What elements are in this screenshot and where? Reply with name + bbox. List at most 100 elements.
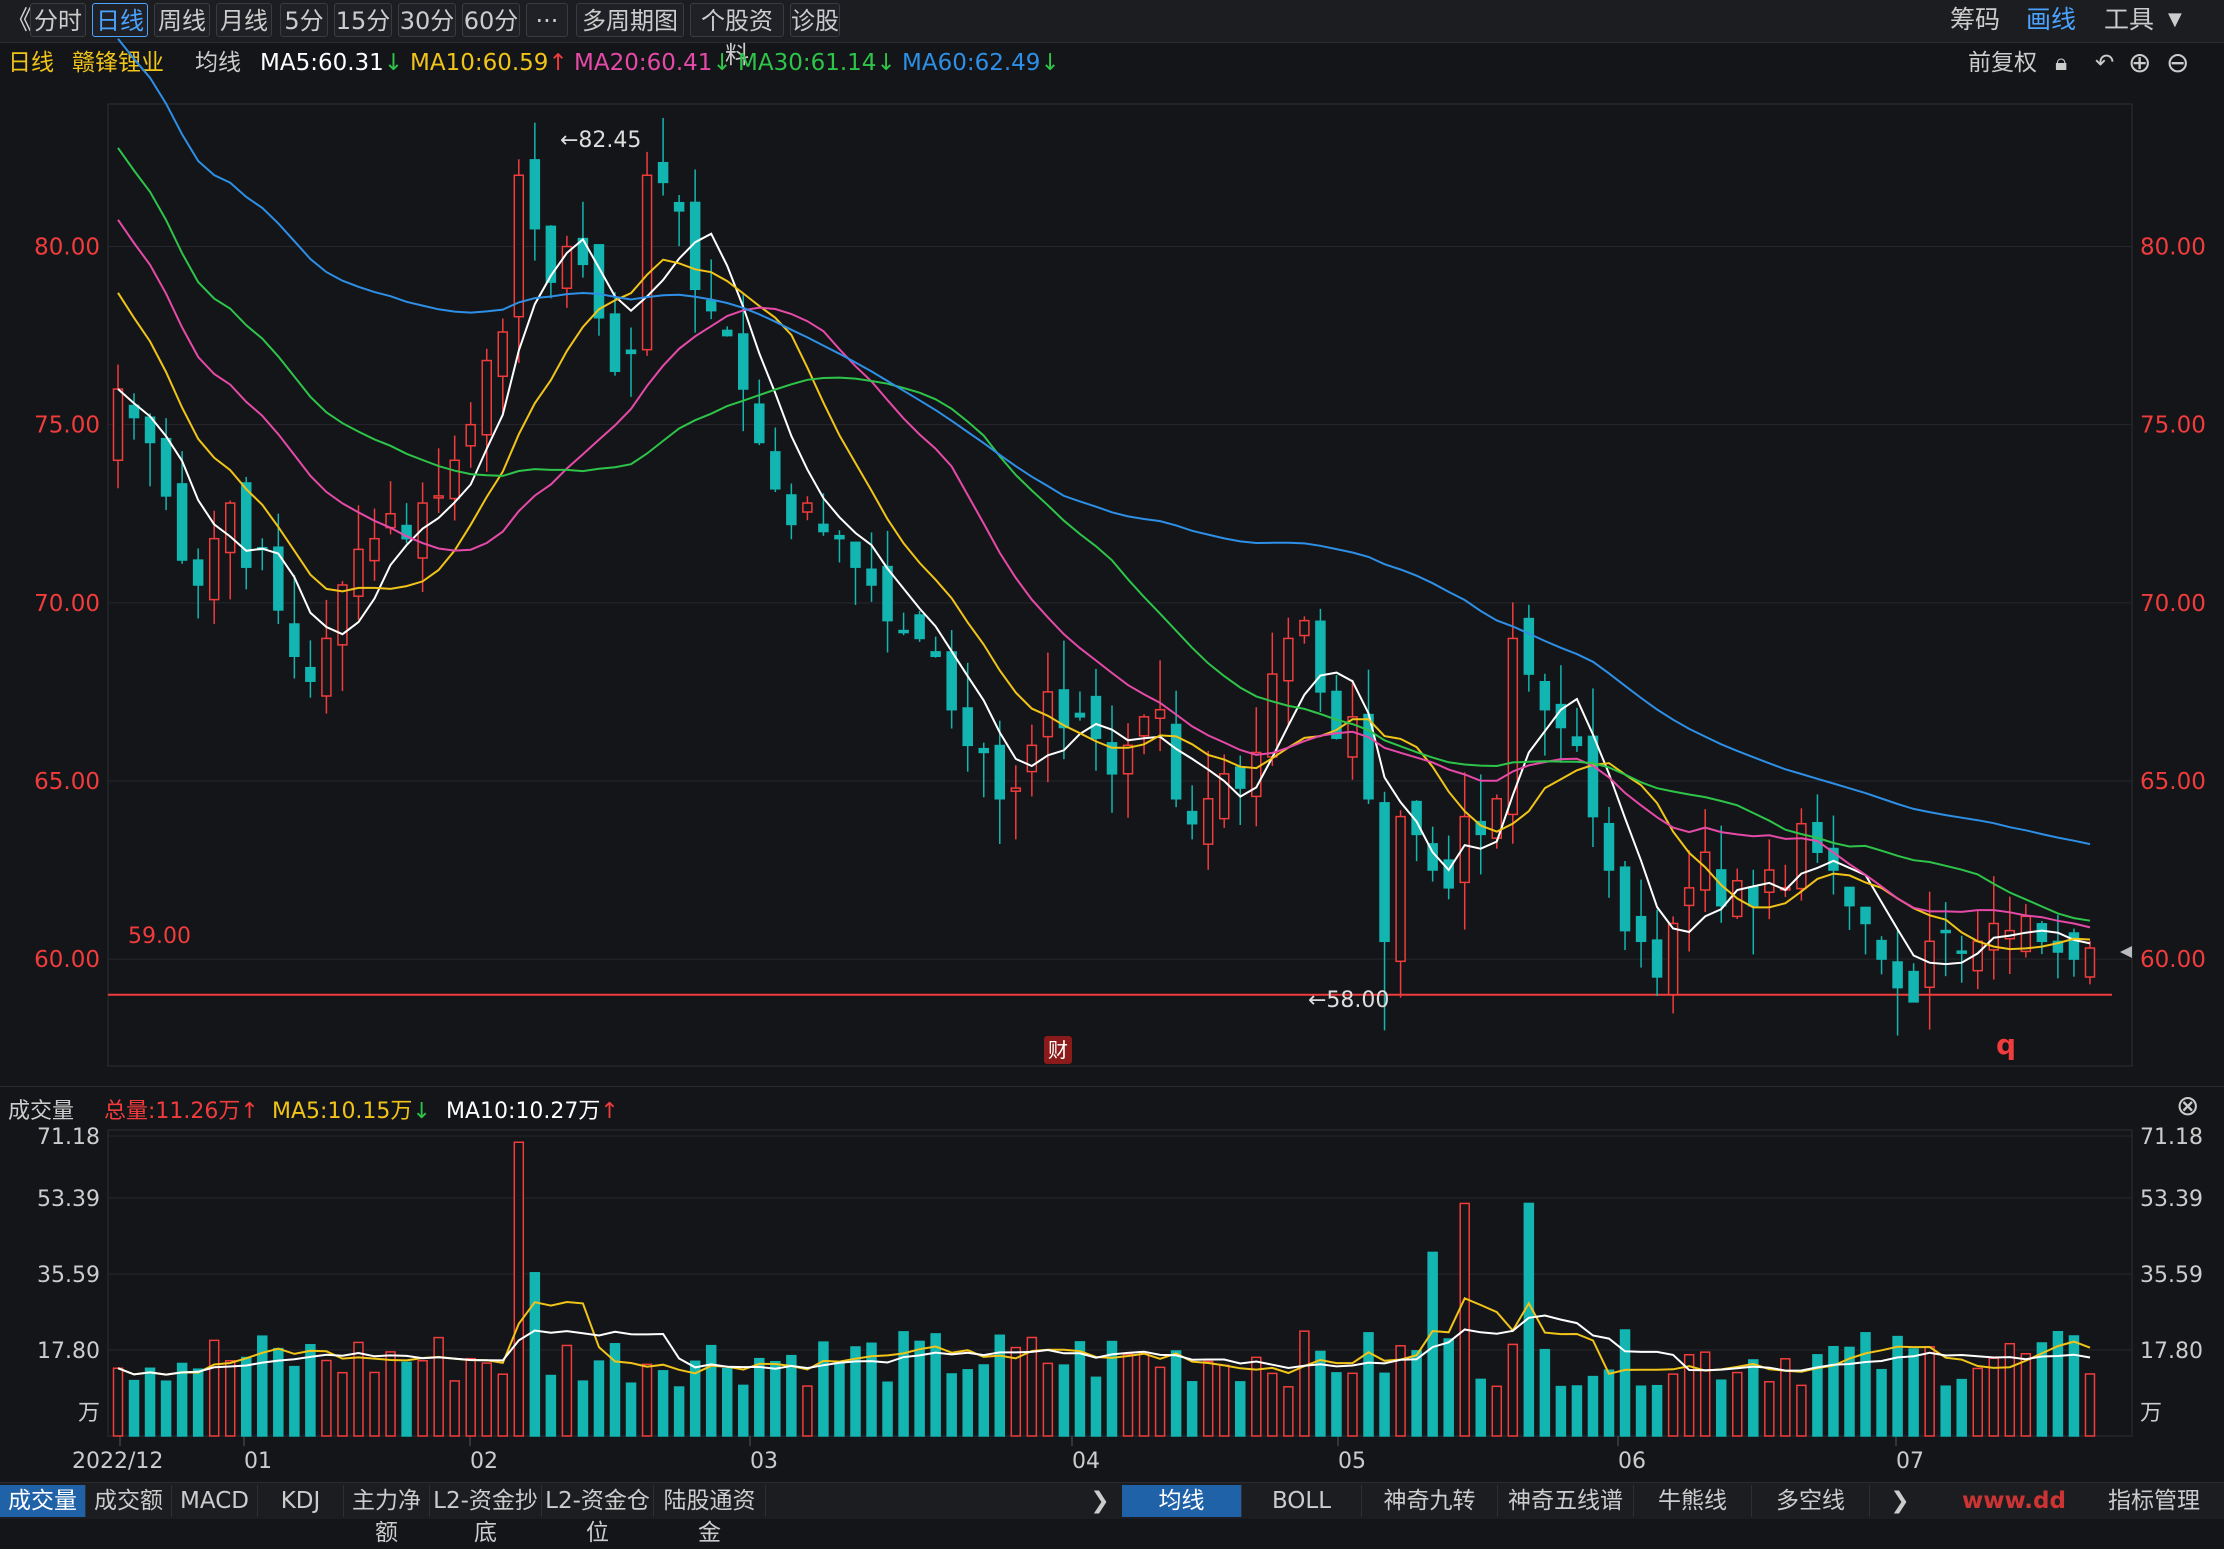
- volume-bar: [1315, 1350, 1326, 1437]
- candle-body: [994, 744, 1006, 800]
- indicator-tab-0[interactable]: 成交量: [0, 1485, 86, 1517]
- indicator-tab-5[interactable]: L2-资金抄底: [430, 1485, 542, 1546]
- avg-label[interactable]: 均线: [195, 50, 241, 76]
- volume-bar: [112, 1367, 124, 1437]
- indicator-tab-6[interactable]: L2-资金仓位: [542, 1485, 654, 1546]
- candle-body: [561, 245, 573, 289]
- collapse-icon[interactable]: 《: [6, 6, 33, 36]
- overlay-tab-1[interactable]: BOLL: [1242, 1485, 1362, 1517]
- tools-dropdown-icon[interactable]: ▼: [2168, 9, 2182, 30]
- volume-bar: [465, 1357, 476, 1437]
- period-toolbar: 《 分时 日线 周线 月线 5分 15分 30分 60分 ··· 多周期图 个股资料 诊股 筹码 画线…: [0, 0, 2224, 69]
- overlay-tab-2[interactable]: 神奇九转: [1362, 1485, 1498, 1517]
- tab-11[interactable]: 诊股: [790, 3, 840, 37]
- chip-button[interactable]: 筹码: [1950, 5, 2001, 34]
- volume-bar: [1651, 1384, 1663, 1437]
- volume-bar: [1010, 1346, 1022, 1437]
- volume-tick-right-3: 17.80: [2140, 1339, 2203, 1364]
- tab-9[interactable]: 多周期图: [576, 3, 684, 37]
- overlay-tab-5[interactable]: 多空线: [1752, 1485, 1870, 1517]
- tab-6[interactable]: 30分: [398, 3, 456, 37]
- volume-bar: [1395, 1345, 1406, 1437]
- overlay-tab-4[interactable]: 牛熊线: [1634, 1485, 1752, 1517]
- tab-1[interactable]: 日线: [92, 3, 148, 37]
- indicator-tab-7[interactable]: 陆股通资金: [654, 1485, 766, 1546]
- q-marker[interactable]: q: [1996, 1028, 2017, 1061]
- tab-4[interactable]: 5分: [280, 3, 328, 37]
- volume-bar: [1235, 1381, 1246, 1437]
- tab-2[interactable]: 周线: [154, 3, 210, 37]
- lock-icon[interactable]: 🔒︎: [2055, 50, 2068, 76]
- tabs-left-arrow-icon[interactable]: ❯: [1090, 1488, 1110, 1514]
- undo-icon[interactable]: ↶: [2095, 50, 2115, 76]
- indicator-tab-4[interactable]: 主力净额: [344, 1485, 430, 1546]
- volume-bar: [1347, 1372, 1358, 1437]
- volume-bar: [994, 1334, 1006, 1437]
- volume-bar: [1411, 1350, 1422, 1437]
- kline-chart[interactable]: 80.00 80.00 75.00 75.00 70.00 70.00 65.00 65.00…: [0, 0, 2224, 1482]
- draw-button[interactable]: 画线: [2026, 5, 2077, 34]
- candle-body: [721, 329, 733, 337]
- volume-bar: [577, 1380, 589, 1437]
- candle-body: [593, 244, 605, 319]
- candle-body: [417, 502, 428, 559]
- volume-tick-left-4: 万: [78, 1401, 100, 1426]
- volume-label[interactable]: 成交量: [8, 1099, 75, 1124]
- zoom-out-icon[interactable]: ⊖: [2166, 46, 2190, 79]
- volume-bar: [1555, 1385, 1567, 1437]
- volume-bar: [1924, 1346, 1935, 1437]
- candle-body: [609, 313, 621, 372]
- volume-bar: [289, 1365, 300, 1437]
- candle-body: [1764, 869, 1775, 893]
- volume-bar: [1331, 1372, 1342, 1437]
- candle-body: [1106, 742, 1118, 775]
- volume-bar: [1042, 1362, 1054, 1437]
- indicator-tab-1[interactable]: 成交额: [86, 1485, 172, 1517]
- tab-5[interactable]: 15分: [334, 3, 392, 37]
- ma20-value: MA20:60.41↓: [574, 50, 732, 76]
- candle-body: [2068, 932, 2080, 960]
- tools-button[interactable]: 工具: [2104, 5, 2155, 34]
- tabs-right-arrow-icon[interactable]: ❯: [1890, 1488, 1910, 1514]
- volume-bar: [930, 1333, 941, 1437]
- volume-bar: [1571, 1385, 1583, 1437]
- candle-body: [1651, 939, 1663, 978]
- candle-body: [481, 359, 492, 436]
- volume-bar: [1972, 1367, 1983, 1437]
- candle-body: [850, 541, 861, 568]
- indicator-tab-2[interactable]: MACD: [172, 1485, 258, 1517]
- candle-body: [1235, 766, 1246, 789]
- volume-ma5: MA5:10.15万↓: [272, 1099, 431, 1124]
- candle-body: [1619, 866, 1631, 932]
- volume-bar: [1218, 1364, 1230, 1437]
- volume-bar: [561, 1344, 573, 1437]
- volume-bar: [1427, 1251, 1438, 1437]
- candle-body: [1218, 773, 1230, 820]
- indicator-manage-button[interactable]: 指标管理: [2108, 1488, 2200, 1514]
- close-volume-icon[interactable]: ⊗: [2176, 1089, 2200, 1122]
- price-tick-left-0: 80.00: [34, 235, 100, 261]
- ma-info-bar: 日线 赣锋锂业 均线 MA5:60.31↓ MA10:60.59↑ MA20:6…: [0, 44, 2224, 82]
- candle-body: [946, 651, 957, 711]
- volume-bar: [2052, 1330, 2064, 1437]
- zoom-in-icon[interactable]: ⊕: [2128, 46, 2152, 79]
- overlay-tab-3[interactable]: 神奇五线谱: [1498, 1485, 1634, 1517]
- finance-badge[interactable]: 财: [1044, 1036, 1072, 1064]
- tab-0[interactable]: 分时: [30, 3, 86, 37]
- candle-body: [545, 225, 557, 283]
- overlay-tab-0[interactable]: 均线: [1122, 1485, 1242, 1517]
- tab-8[interactable]: ···: [526, 3, 568, 37]
- tab-10[interactable]: 个股资料: [690, 3, 784, 69]
- volume-bar: [866, 1342, 877, 1437]
- tab-3[interactable]: 月线: [216, 3, 272, 37]
- volume-bar: [497, 1373, 509, 1437]
- volume-bar: [1106, 1340, 1118, 1437]
- volume-header: 成交量 总量:11.26万↑ MA5:10.15万↓ MA10:10.27万↑ …: [0, 1086, 2224, 1124]
- tab-7[interactable]: 60分: [462, 3, 520, 37]
- stock-name[interactable]: 赣锋锂业: [72, 50, 164, 76]
- indicator-tab-3[interactable]: KDJ: [258, 1485, 344, 1517]
- adjust-select[interactable]: 前复权: [1968, 50, 2037, 76]
- candle-body: [1090, 695, 1102, 739]
- candle-body: [1844, 886, 1855, 907]
- volume-bar: [1667, 1373, 1679, 1437]
